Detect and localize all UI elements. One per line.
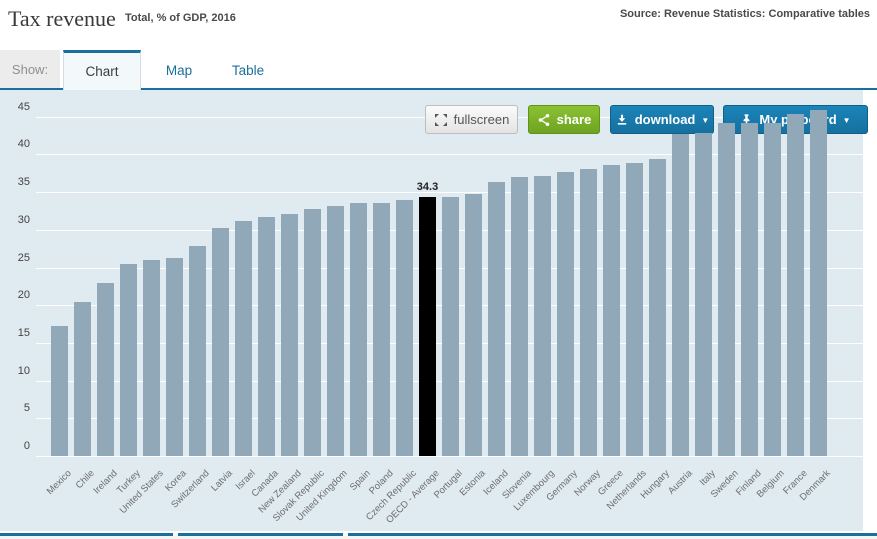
tab-table[interactable]: Table xyxy=(231,62,265,78)
fullscreen-icon xyxy=(434,113,447,126)
bar-czech-republic[interactable] xyxy=(396,199,413,456)
bar-poland[interactable] xyxy=(373,202,390,456)
y-tick-5: 5 xyxy=(23,402,30,415)
timeline-bar-segment xyxy=(0,533,173,536)
footer-padding xyxy=(0,536,877,539)
toolbar: Show: Chart Map Table fullscreen share d… xyxy=(0,50,877,134)
bar-chart: 0 5 10 15 20 25 30 35 40 45 34.3 Mexico Chile Irelan… xyxy=(0,90,863,531)
share-button[interactable]: share xyxy=(528,105,600,134)
tab-chart[interactable]: Chart xyxy=(63,50,141,90)
bar-netherlands[interactable] xyxy=(626,163,643,456)
bar-mexico[interactable] xyxy=(51,326,68,456)
timeline-bar-segment xyxy=(178,533,343,536)
y-tick-45: 45 xyxy=(17,100,30,113)
y-tick-15: 15 xyxy=(17,326,30,339)
download-icon xyxy=(617,114,626,125)
bar-switzerland[interactable] xyxy=(189,246,206,456)
bar-sweden[interactable] xyxy=(718,123,735,456)
bar-denmark[interactable] xyxy=(810,109,827,456)
bar-italy[interactable] xyxy=(695,132,712,456)
bar-united-states[interactable] xyxy=(143,259,160,456)
bar-united-kingdom[interactable] xyxy=(327,205,344,456)
download-button[interactable]: download ▼ xyxy=(610,105,714,134)
source-text: Source: Revenue Statistics: Comparative … xyxy=(619,8,870,20)
y-tick-20: 20 xyxy=(17,289,30,302)
bar-portugal[interactable] xyxy=(442,196,459,456)
y-tick-30: 30 xyxy=(17,213,30,226)
download-caret-icon: ▼ xyxy=(701,116,710,125)
bar-norway[interactable] xyxy=(580,169,597,456)
y-tick-0: 0 xyxy=(23,440,30,452)
bar-new-zealand[interactable] xyxy=(281,213,298,456)
bar-latvia[interactable] xyxy=(212,228,229,456)
y-tick-25: 25 xyxy=(17,251,30,264)
y-tick-40: 40 xyxy=(17,138,30,151)
share-icon xyxy=(538,113,549,126)
bar-korea[interactable] xyxy=(166,257,183,456)
timeline-bar-segment xyxy=(348,533,877,536)
bar-belgium[interactable] xyxy=(764,122,781,456)
x-label-mexico: Mexico xyxy=(44,468,74,498)
pin-icon xyxy=(743,113,750,126)
bar-austria[interactable] xyxy=(672,134,689,456)
bar-hungary[interactable] xyxy=(649,158,666,456)
bar-greece[interactable] xyxy=(603,164,620,456)
share-label: share xyxy=(556,112,592,127)
y-tick-10: 10 xyxy=(17,364,30,377)
bar-chile[interactable] xyxy=(74,302,91,456)
gridline-35 xyxy=(36,192,863,194)
bar-israel[interactable] xyxy=(235,220,252,456)
bar-oecd-average[interactable] xyxy=(419,197,436,456)
timeline-strip[interactable] xyxy=(0,531,877,539)
x-label-ireland: Ireland xyxy=(90,468,120,497)
x-label-latvia: Latvia xyxy=(208,468,235,494)
download-label: download xyxy=(634,112,696,127)
x-label-austria: Austria xyxy=(665,468,695,497)
highlight-value-label: 34.3 xyxy=(416,181,439,194)
bar-turkey[interactable] xyxy=(120,263,137,456)
bar-germany[interactable] xyxy=(557,172,574,456)
page-header: Tax revenue Total, % of GDP, 2016 Source… xyxy=(0,0,877,50)
x-axis-baseline xyxy=(36,456,863,457)
tab-map[interactable]: Map xyxy=(165,62,193,78)
gridline-40 xyxy=(36,154,863,156)
show-label: Show: xyxy=(0,50,60,88)
x-axis-labels: Mexico Chile Ireland Turkey United States Kor… xyxy=(0,468,863,530)
bar-france[interactable] xyxy=(787,114,804,456)
bar-estonia[interactable] xyxy=(465,194,482,456)
plot-area: 0 5 10 15 20 25 30 35 40 45 34.3 xyxy=(0,90,863,531)
page-title: Tax revenue xyxy=(8,6,116,31)
pinboard-caret-icon: ▼ xyxy=(842,116,851,125)
bar-luxembourg[interactable] xyxy=(534,176,551,456)
fullscreen-label: fullscreen xyxy=(453,112,510,127)
bar-finland[interactable] xyxy=(741,123,758,456)
bar-ireland[interactable] xyxy=(97,282,114,456)
bar-spain[interactable] xyxy=(350,203,367,456)
bar-slovenia[interactable] xyxy=(511,177,528,456)
page-subtitle: Total, % of GDP, 2016 xyxy=(125,12,236,24)
bar-slovak-republic[interactable] xyxy=(304,209,321,456)
fullscreen-button[interactable]: fullscreen xyxy=(425,105,518,134)
bar-canada[interactable] xyxy=(258,216,275,456)
y-tick-35: 35 xyxy=(17,176,30,189)
bar-iceland[interactable] xyxy=(488,181,505,456)
